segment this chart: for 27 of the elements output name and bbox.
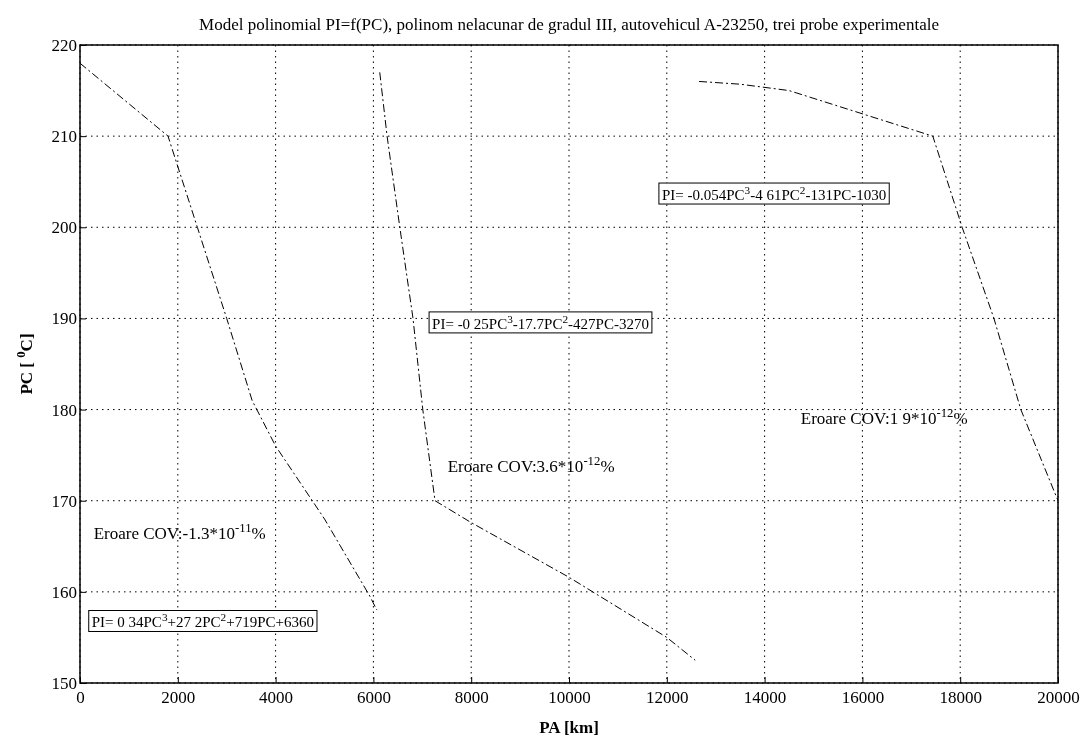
y-tick-label: 200 <box>51 218 77 238</box>
x-tick-label: 0 <box>76 688 85 707</box>
y-tick-label: 180 <box>51 400 77 420</box>
x-tick-label: 12000 <box>646 688 689 707</box>
y-tick-label: 150 <box>51 673 77 693</box>
annotation: PI= -0.054PC$^{3}$-4 61PC$^{2}$-131PC-1030 <box>661 184 887 204</box>
y-tick-label: 190 <box>51 309 77 329</box>
x-tick-label: 14000 <box>743 688 787 707</box>
y-tick-label: 170 <box>51 491 77 511</box>
chart-title: Model polinomial PI=f(PC), polinom nelacunar de gradul III, autovehicul A-23250, trei probe experimentale <box>199 15 939 34</box>
annotation: Eroare COV:-1.3*10$^{-11}$% <box>93 521 266 544</box>
x-tick-label: 20000 <box>1037 688 1080 707</box>
x-tick-label: 4000 <box>259 688 294 707</box>
x-tick-label: 10000 <box>548 688 591 707</box>
y-tick-label: 210 <box>51 127 77 147</box>
x-tick-label: 2000 <box>161 688 196 707</box>
x-tick-label: 8000 <box>454 688 489 707</box>
x-tick-label: 16000 <box>841 688 885 707</box>
annotation: PI= 0 34PC$^{3}$+27 2PC$^{2}$+719PC+6360 <box>91 611 314 631</box>
annotation: Eroare COV:3.6*10$^{-12}$% <box>447 454 615 477</box>
x-tick-label: 6000 <box>356 688 391 707</box>
y-tick-label: 220 <box>51 35 77 55</box>
x-tick-label: 18000 <box>939 688 982 707</box>
y-tick-label: 160 <box>51 582 77 602</box>
annotation: Eroare COV:1 9*10$^{-12}$% <box>800 405 968 428</box>
annotation: PI= -0 25PC$^{3}$-17.7PC$^{2}$-427PC-3270 <box>432 312 649 332</box>
x-axis-title: PA [km] <box>539 718 599 737</box>
